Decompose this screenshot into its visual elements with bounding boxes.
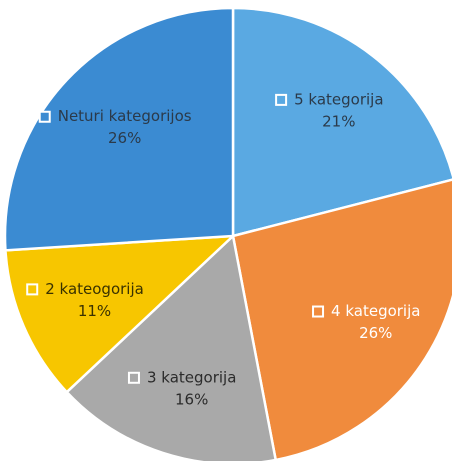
legend-marker [312,305,325,318]
legend-marker [38,110,51,123]
value-label: 21% [322,112,355,130]
value-label: 16% [175,390,208,408]
legend-marker [275,93,288,106]
slice-label: Neturi kategorijos [58,107,192,125]
pie-slice [231,6,452,238]
value-label: 26% [108,129,141,147]
slice-label: 5 kategorija [294,90,383,108]
slice-label: 2 kateogorija [45,280,144,298]
pie-slice [65,233,278,461]
legend-marker [127,371,140,384]
pie-slice [4,234,237,394]
slice-label: 3 kategorija [147,368,236,386]
slice-label: 4 kategorija [331,302,420,320]
value-label: 26% [359,324,392,342]
value-label: 11% [78,302,111,320]
pie-slice [3,6,235,252]
legend-marker [26,283,39,296]
pie-slice [231,178,452,461]
